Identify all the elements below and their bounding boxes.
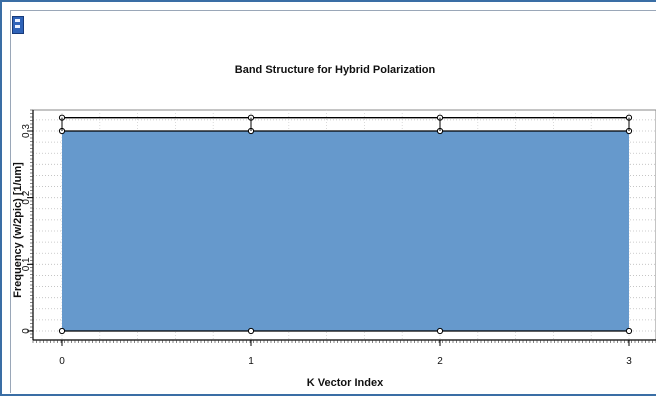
x-tick-labels: 0 1 2 3: [59, 356, 632, 367]
x-tick-label: 2: [437, 356, 443, 367]
series-point-0: [247, 327, 255, 335]
y-tick-label: 0: [21, 328, 32, 334]
app-icon[interactable]: [12, 16, 24, 34]
plot-frame: [10, 10, 656, 393]
series-point-0: [58, 327, 66, 335]
series-layer: [58, 114, 633, 335]
fill-layer: [62, 131, 629, 331]
x-tick-label: 0: [59, 356, 65, 367]
y-tick-label: 0.1: [21, 257, 32, 271]
series-point-0: [625, 327, 633, 335]
y-axis-title: Frequency (w/2pic) [1/um]: [12, 162, 24, 298]
band-fill: [62, 131, 629, 331]
y-tick-labels: 0 0.1 0.2 0.3: [21, 124, 32, 334]
axis-layer: [27, 109, 656, 346]
x-tick-label: 1: [248, 356, 254, 367]
x-axis-title: K Vector Index: [307, 377, 384, 389]
x-tick-label: 3: [626, 356, 632, 367]
series-point-0: [436, 327, 444, 335]
y-tick-label: 0.3: [21, 124, 32, 138]
chart-title: Band Structure for Hybrid Polarization: [235, 64, 436, 76]
y-tick-label: 0.2: [21, 190, 32, 204]
